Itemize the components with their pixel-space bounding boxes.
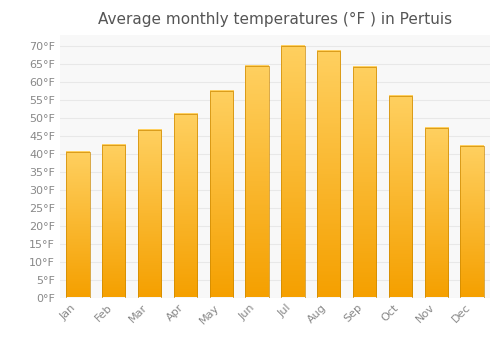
Bar xyxy=(353,67,376,298)
Bar xyxy=(102,145,126,298)
Bar xyxy=(389,96,412,298)
Bar xyxy=(210,91,233,298)
Title: Average monthly temperatures (°F ) in Pertuis: Average monthly temperatures (°F ) in Pe… xyxy=(98,12,452,27)
Bar xyxy=(317,51,340,298)
Bar xyxy=(246,65,268,298)
Bar xyxy=(424,128,448,298)
Bar xyxy=(138,130,161,298)
Bar xyxy=(282,46,304,298)
Bar xyxy=(460,146,483,298)
Bar xyxy=(66,152,90,298)
Bar xyxy=(174,114,197,298)
